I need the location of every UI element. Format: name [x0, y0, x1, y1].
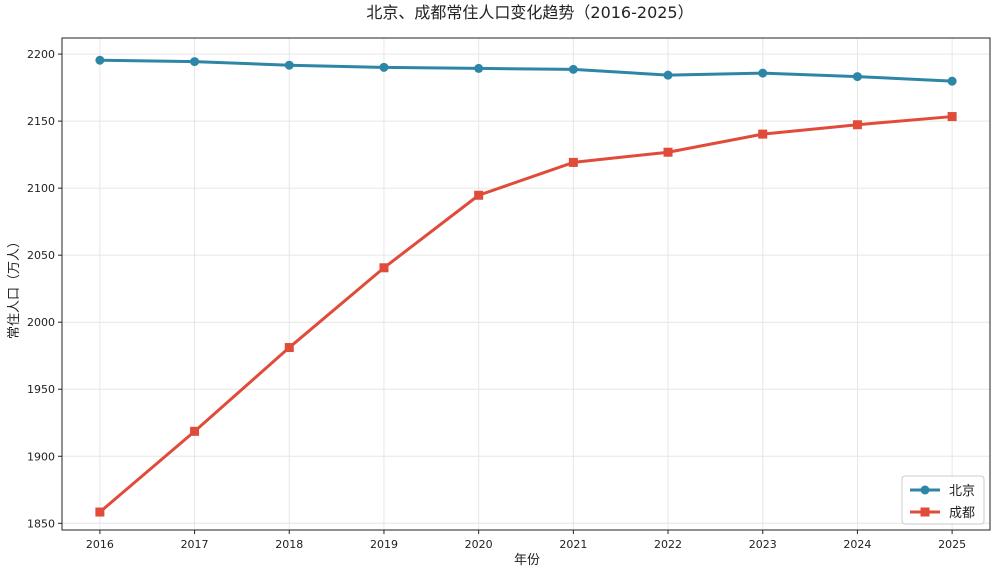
- series-1-point: [947, 76, 957, 86]
- series-1-line: [99, 58, 953, 83]
- series-2-point: [852, 120, 862, 130]
- series-2-point: [663, 147, 673, 157]
- legend-label-2: 成都: [949, 506, 975, 521]
- y-tick-label: 2050: [27, 249, 55, 262]
- series-2-point: [474, 190, 484, 200]
- y-tick-label: 2200: [27, 48, 55, 61]
- y-axis-label: 常住人口（万人）: [7, 235, 22, 339]
- y-tick-label: 1850: [27, 517, 55, 530]
- series-1-point: [663, 70, 673, 80]
- y-tick-label: 2150: [27, 115, 55, 128]
- series-2-point: [758, 129, 768, 139]
- series-1: [95, 55, 957, 86]
- series-2-line: [98, 115, 953, 514]
- x-tick-label: 2019: [370, 538, 398, 551]
- x-axis-label: 年份: [514, 553, 540, 567]
- series-1-point: [190, 57, 200, 67]
- y-tick-label: 2000: [27, 316, 55, 329]
- axis-ticks: 2016 2017 2018 2019 2020 2021 2022 2023 2024 2025…: [27, 48, 966, 551]
- series-2: [95, 112, 957, 517]
- x-tick-label: 2020: [465, 538, 493, 551]
- series-1-point: [95, 55, 105, 65]
- x-tick-label: 2024: [843, 538, 871, 551]
- x-tick-label: 2016: [86, 538, 114, 551]
- series-1-point: [568, 64, 578, 74]
- legend-marker-1: [920, 485, 930, 495]
- legend-marker-2: [920, 507, 930, 517]
- series-1-point: [379, 62, 389, 72]
- x-tick-label: 2017: [181, 538, 209, 551]
- series-1-point: [852, 72, 862, 82]
- grid: [62, 38, 990, 530]
- chart-title: 北京、成都常住人口变化趋势（2016-2025）: [366, 3, 693, 22]
- series-2-point: [947, 112, 957, 122]
- x-tick-label: 2022: [654, 538, 682, 551]
- series-2-point: [568, 157, 578, 167]
- series-1-point: [474, 63, 484, 73]
- y-tick-label: 1950: [27, 383, 55, 396]
- x-tick-label: 2021: [559, 538, 587, 551]
- series-layer: [95, 55, 957, 517]
- x-tick-label: 2018: [275, 538, 303, 551]
- x-tick-label: 2025: [938, 538, 966, 551]
- y-tick-label: 1900: [27, 450, 55, 463]
- series-1-point: [758, 68, 768, 78]
- legend-label-1: 北京: [949, 484, 975, 499]
- plot-area: [61, 37, 991, 531]
- x-tick-label: 2023: [749, 538, 777, 551]
- series-1-point: [284, 60, 294, 70]
- y-tick-label: 2100: [27, 182, 55, 195]
- series-2-point: [190, 426, 200, 436]
- series-2-point: [379, 263, 389, 273]
- series-2-point: [95, 507, 105, 517]
- series-2-point: [284, 343, 294, 353]
